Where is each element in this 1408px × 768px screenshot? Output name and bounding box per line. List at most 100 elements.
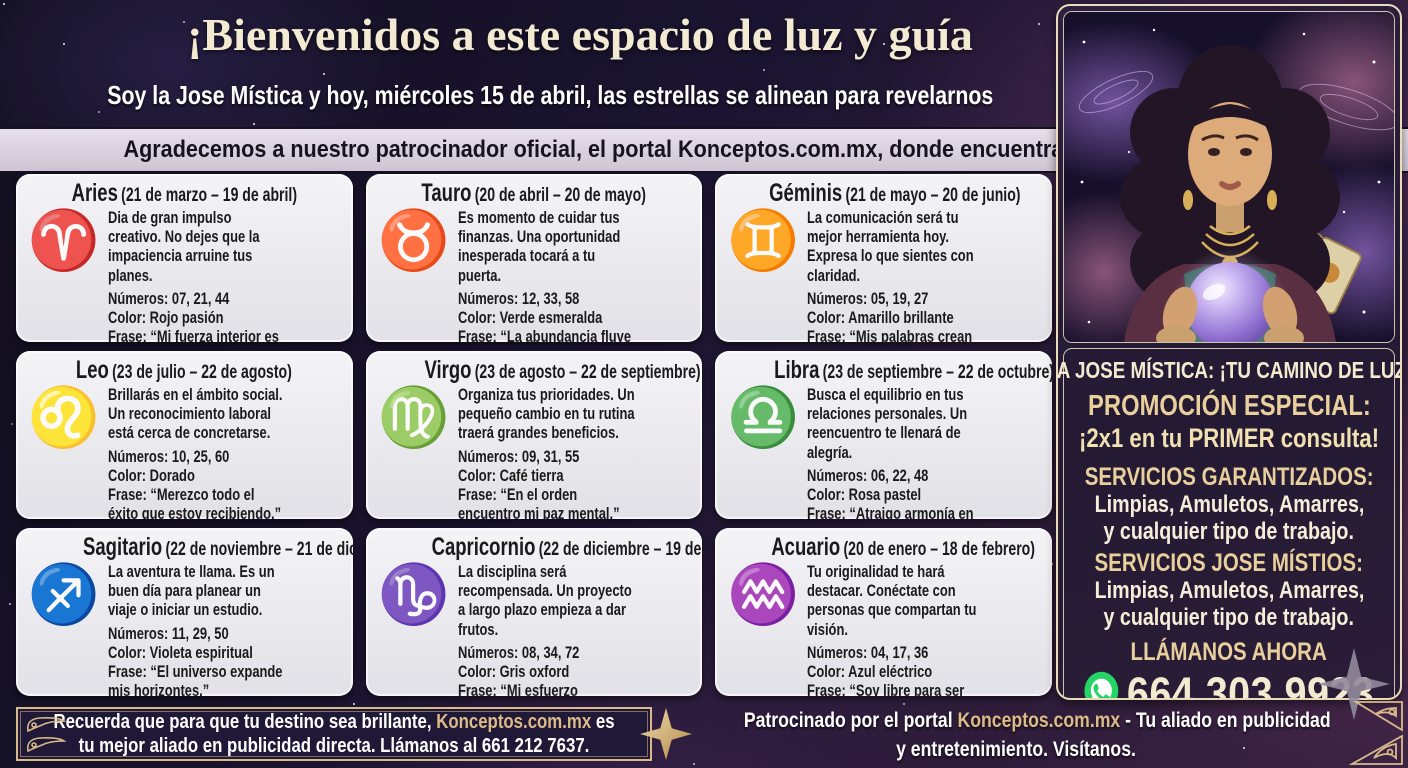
footer-left-line2: tu mejor aliado en publicidad directa. L… — [78, 735, 590, 757]
aries-ram-icon: ♈ — [27, 208, 101, 273]
footer-left-box: Recuerda que para que tu destino sea bri… — [16, 707, 652, 761]
card-title: Aries (21 de marzo – 19 de abril) — [26, 179, 343, 208]
sign-name: Acuario — [771, 533, 841, 561]
sign-description: Dia de gran impulso creativo. No dejes q… — [108, 208, 260, 285]
sign-description: Es momento de cuidar tus finanzas. Una o… — [457, 208, 620, 285]
sign-phrase: Frase: “Mi fuerza interior es inagotable… — [108, 327, 279, 342]
footer-right-text: Patrocinado por el portal Konceptos.com.… — [692, 706, 1340, 765]
sign-name: Sagitario — [83, 533, 163, 561]
sign-dates: (23 de agosto – 22 de septiembre) — [474, 362, 701, 383]
sign-numbers: Números: 08, 34, 72 — [457, 642, 580, 662]
sign-description: Tu originalidad te hará destacar. Conéct… — [807, 562, 977, 639]
sign-color: Color: Rojo pasión — [108, 308, 224, 328]
sign-name: Aries — [71, 179, 118, 207]
sign-phrase: Frase: “Mi esfuerzo construye mi futuro.… — [457, 681, 578, 696]
services-jose-title: SERVICIOS JOSE MÍSTIOS: — [1094, 548, 1364, 577]
sign-phrase: Frase: “Merezco todo el éxito que estoy … — [108, 485, 282, 519]
sign-description: La disciplina será recompensada. Un proy… — [457, 562, 632, 639]
services-line: y cualquier tipo de trabajo. — [1103, 517, 1355, 545]
zodiac-grid: Aries (21 de marzo – 19 de abril) ♈ Dia … — [16, 174, 1052, 696]
sign-phrase: Frase: “El universo expande mis horizont… — [108, 662, 283, 696]
sign-dates: (22 de noviembre – 21 de diciembre) — [165, 539, 353, 560]
sign-color: Color: Café tierra — [457, 465, 564, 485]
sign-numbers: Números: 06, 22, 48 — [807, 465, 929, 485]
sign-dates: (22 de diciembre – 19 de enero) — [538, 539, 702, 560]
sign-numbers: Números: 10, 25, 60 — [108, 446, 230, 466]
services-line: Limpias, Amuletos, Amarres, — [1094, 576, 1364, 604]
mystic-illustration — [1063, 11, 1395, 343]
zodiac-card-virgo: Virgo (23 de agosto – 22 de septiembre) … — [365, 351, 703, 519]
taurus-bull-icon: ♉ — [377, 208, 450, 273]
sponsor-text-prefix: Agradecemos a nuestro patrocinador ofici… — [123, 136, 679, 163]
sign-color: Color: Amarillo brillante — [807, 308, 955, 328]
sign-description: La aventura te llama. Es un buen día par… — [108, 562, 275, 620]
card-title: Acuario (20 de enero – 18 de febrero) — [725, 533, 1042, 562]
sign-dates: (21 de marzo – 19 de abril) — [121, 185, 298, 206]
card-text: Tu originalidad te hará destacar. Conéct… — [807, 562, 985, 696]
footer-left-text: Recuerda que para que tu destino sea bri… — [0, 710, 668, 759]
card-title: Capricornio (22 de diciembre – 19 de ene… — [376, 533, 702, 562]
sign-numbers: Números: 04, 17, 36 — [807, 642, 929, 662]
footer-left-line1: Recuerda que para que tu destino sea bri… — [53, 710, 437, 733]
sponsor-brand: Konceptos.com.mx — [678, 136, 878, 163]
footer-right-line1: Patrocinado por el portal — [743, 709, 958, 732]
aquarius-water-icon: ♒ — [727, 562, 800, 627]
services-line: Limpias, Amuletos, Amarres, — [1094, 491, 1364, 518]
sign-name: Leo — [76, 356, 110, 384]
sign-name: Géminis — [769, 179, 843, 207]
sign-numbers: Números: 12, 33, 58 — [457, 288, 580, 308]
card-text: La aventura te llama. Es un buen día par… — [108, 562, 286, 696]
gray-sparkle-icon — [1318, 648, 1390, 720]
card-text: Busca el equilibrio en tus relaciones pe… — [807, 385, 985, 519]
libra-scales-icon: ♎ — [727, 385, 800, 450]
sign-color: Color: Violeta espiritual — [108, 642, 253, 662]
card-title: Virgo (23 de agosto – 22 de septiembre) — [376, 356, 700, 385]
sign-phrase: Frase: “En el orden encuentro mi paz men… — [457, 485, 620, 519]
card-text: Dia de gran impulso creativo. No dejes q… — [108, 208, 286, 342]
corner-flourish-icon — [1348, 701, 1403, 765]
capricorn-goat-icon: ♑ — [377, 562, 450, 627]
zodiac-card-sagitario: Sagitario (22 de noviembre – 21 de dicie… — [16, 528, 353, 696]
promo-title: PROMOCIÓN ESPECIAL: — [1087, 390, 1371, 422]
page-title: ¡Bienvenidos a este espacio de luz y guí… — [187, 9, 973, 60]
promo-offer: ¡2x1 en tu PRIMER consulta! — [1078, 423, 1380, 453]
sign-color: Color: Verde esmeralda — [457, 308, 602, 328]
sign-dates: (23 de julio – 22 de agosto) — [112, 362, 293, 383]
sign-dates: (20 de enero – 18 de febrero) — [843, 539, 1036, 560]
sagittarius-archer-icon: ♐ — [27, 562, 101, 627]
sign-dates: (20 de abril – 20 de mayo) — [475, 185, 647, 206]
card-title: Leo (23 de julio – 22 de agosto) — [26, 356, 343, 385]
card-title: Sagitario (22 de noviembre – 21 de dicie… — [26, 533, 353, 562]
sign-numbers: Números: 05, 19, 27 — [807, 288, 929, 308]
sign-name: Libra — [774, 356, 820, 384]
card-text: Organiza tus prioridades. Un pequeño cam… — [458, 385, 636, 519]
moon-flourish-icon — [26, 717, 67, 753]
leo-lion-icon: ♌ — [27, 385, 101, 450]
card-text: La disciplina será recompensada. Un proy… — [458, 562, 636, 696]
card-title: Libra (23 de septiembre – 22 de octubre) — [725, 356, 1051, 385]
sign-phrase: Frase: “Atraigo armonía en cada paso que… — [807, 504, 974, 519]
zodiac-card-geminis: Géminis (21 de mayo – 20 de junio) ♊ La … — [715, 174, 1052, 342]
gold-sparkle-icon — [640, 708, 692, 760]
sign-color: Color: Rosa pastel — [807, 485, 922, 505]
footer-right-brand: Konceptos.com.mx — [957, 709, 1121, 732]
card-title: Tauro (20 de abril – 20 de mayo) — [376, 179, 693, 208]
page-subtitle-text: Soy la Jose Mística y hoy, miércoles 15 … — [107, 80, 994, 110]
promo-panel-text: LA JOSE MÍSTICA: ¡TU CAMINO DE LUZ! PROM… — [1058, 348, 1400, 698]
sign-phrase: Frase: “La abundancia fluye hacia mi con… — [457, 327, 631, 342]
footer-right-line1-suffix: - Tu aliado en publicidad — [1120, 709, 1331, 732]
zodiac-card-leo: Leo (23 de julio – 22 de agosto) ♌ Brill… — [16, 351, 353, 519]
sign-color: Color: Dorado — [108, 465, 195, 485]
sign-description: Busca el equilibrio en tus relaciones pe… — [807, 385, 968, 462]
sign-name: Tauro — [421, 179, 472, 207]
sign-dates: (23 de septiembre – 22 de octubre) — [823, 362, 1052, 383]
services-guaranteed-title: SERVICIOS GARANTIZADOS: — [1084, 463, 1374, 491]
promo-panel: LA JOSE MÍSTICA: ¡TU CAMINO DE LUZ! PROM… — [1056, 4, 1402, 700]
sign-dates: (21 de mayo – 20 de junio) — [845, 185, 1021, 206]
zodiac-card-libra: Libra (23 de septiembre – 22 de octubre)… — [715, 351, 1052, 519]
page-subtitle: Soy la Jose Mística y hoy, miércoles 15 … — [10, 80, 1070, 111]
footer-left-line1-suffix: es — [591, 710, 615, 733]
sign-phrase: Frase: “Soy libre para ser quien deseo s… — [807, 681, 965, 696]
sign-numbers: Números: 11, 29, 50 — [108, 623, 229, 643]
